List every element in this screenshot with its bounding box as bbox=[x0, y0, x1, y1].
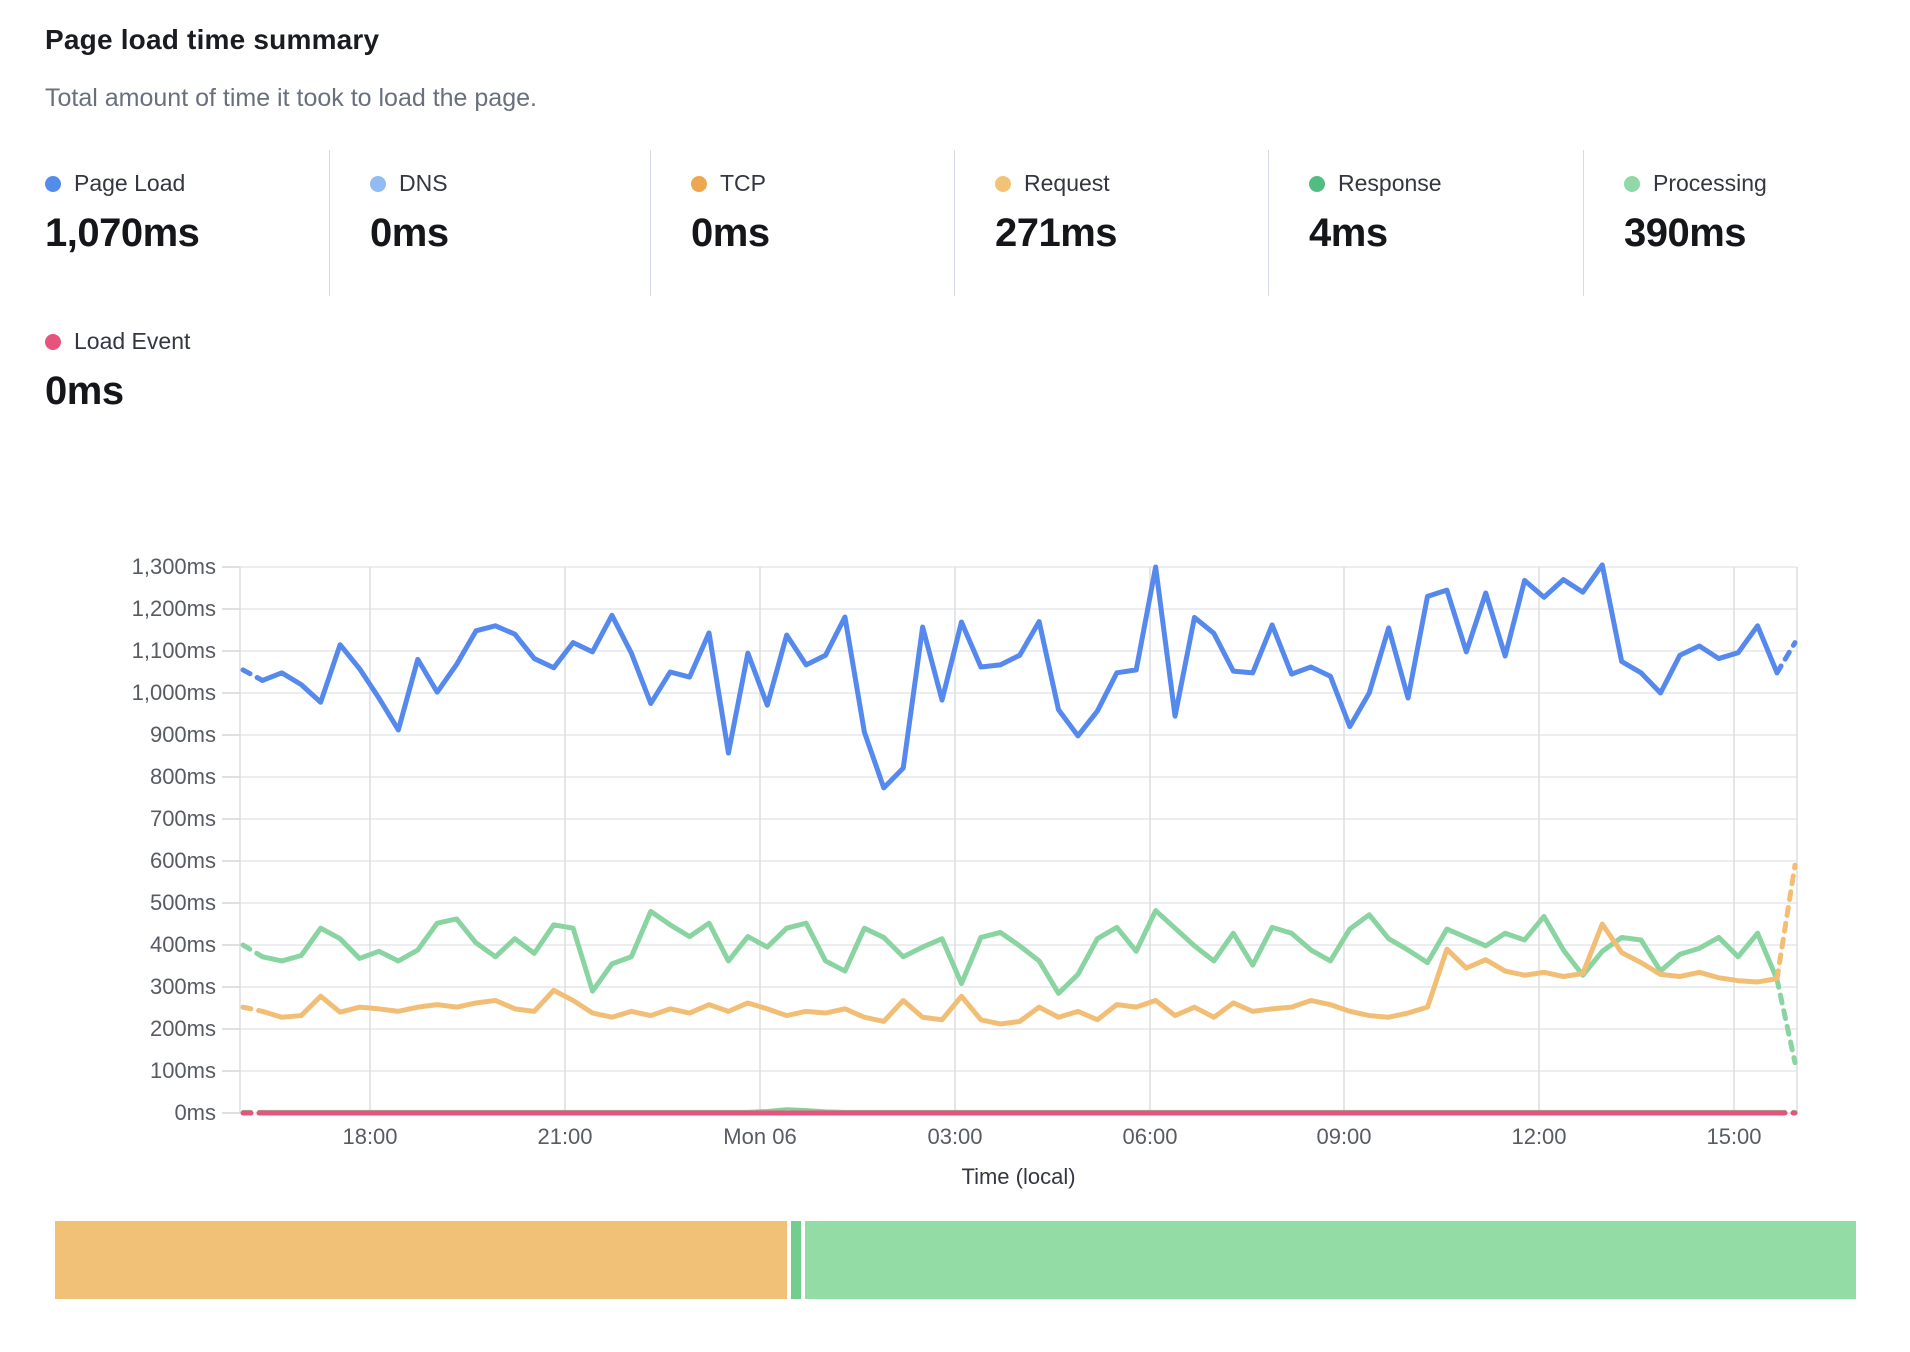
metric-value: 1,070ms bbox=[45, 211, 200, 255]
bar-segment-response-portion[interactable] bbox=[791, 1221, 801, 1299]
x-axis-title: Time (local) bbox=[961, 1164, 1075, 1189]
metric-request: Request 271ms bbox=[955, 150, 1269, 296]
svg-text:18:00: 18:00 bbox=[342, 1124, 397, 1149]
bar-segment-processing-portion[interactable] bbox=[805, 1221, 1856, 1299]
svg-text:900ms: 900ms bbox=[150, 722, 216, 747]
svg-text:300ms: 300ms bbox=[150, 974, 216, 999]
metric-dns: DNS 0ms bbox=[330, 150, 651, 296]
dns-legend-dot-icon bbox=[370, 175, 386, 192]
svg-text:0ms: 0ms bbox=[174, 1100, 216, 1125]
metric-processing: Processing 390ms bbox=[1584, 150, 1910, 296]
metric-tcp: TCP 0ms bbox=[651, 150, 955, 296]
metric-value: 271ms bbox=[995, 211, 1118, 255]
svg-text:800ms: 800ms bbox=[150, 764, 216, 789]
duration-breakdown-bar[interactable] bbox=[55, 1221, 1856, 1299]
svg-text:100ms: 100ms bbox=[150, 1058, 216, 1083]
svg-text:Mon 06: Mon 06 bbox=[723, 1124, 796, 1149]
page-load-legend-dot-icon bbox=[45, 175, 61, 192]
request-legend-dot-icon bbox=[995, 175, 1011, 192]
svg-text:15:00: 15:00 bbox=[1706, 1124, 1761, 1149]
svg-text:200ms: 200ms bbox=[150, 1016, 216, 1041]
svg-text:1,300ms: 1,300ms bbox=[132, 554, 216, 579]
metric-value: 4ms bbox=[1309, 211, 1388, 255]
svg-text:12:00: 12:00 bbox=[1511, 1124, 1566, 1149]
metric-label: Response bbox=[1338, 170, 1442, 196]
svg-text:600ms: 600ms bbox=[150, 848, 216, 873]
page-title: Page load time summary bbox=[45, 24, 380, 55]
metric-load-event: Load Event 0ms bbox=[45, 328, 190, 414]
svg-text:700ms: 700ms bbox=[150, 806, 216, 831]
metric-label: Page Load bbox=[74, 170, 186, 196]
svg-text:500ms: 500ms bbox=[150, 890, 216, 915]
svg-text:1,200ms: 1,200ms bbox=[132, 596, 216, 621]
metric-page-load: Page Load 1,070ms bbox=[0, 150, 330, 296]
svg-text:09:00: 09:00 bbox=[1316, 1124, 1371, 1149]
svg-text:1,100ms: 1,100ms bbox=[132, 638, 216, 663]
metric-label: DNS bbox=[399, 170, 448, 196]
metric-value: 0ms bbox=[691, 211, 770, 255]
metric-label: Load Event bbox=[74, 328, 191, 354]
metric-label: Processing bbox=[1653, 170, 1767, 196]
metric-value: 390ms bbox=[1624, 211, 1747, 255]
load-event-legend-dot-icon bbox=[45, 333, 61, 350]
page-subtitle: Total amount of time it took to load the… bbox=[45, 84, 537, 112]
svg-text:06:00: 06:00 bbox=[1122, 1124, 1177, 1149]
processing-legend-dot-icon bbox=[1624, 175, 1640, 192]
response-legend-dot-icon bbox=[1309, 175, 1325, 192]
metric-response: Response 4ms bbox=[1269, 150, 1584, 296]
metric-value: 0ms bbox=[45, 369, 124, 413]
tcp-legend-dot-icon bbox=[691, 175, 707, 192]
metric-label: Request bbox=[1024, 170, 1110, 196]
svg-text:03:00: 03:00 bbox=[927, 1124, 982, 1149]
svg-text:21:00: 21:00 bbox=[537, 1124, 592, 1149]
page-load-time-chart[interactable]: 0ms 100ms 200ms 300ms 400ms 500ms 600ms 700ms 80… bbox=[0, 0, 1910, 1220]
bar-segment-request-portion[interactable] bbox=[55, 1221, 787, 1299]
metric-label: TCP bbox=[720, 170, 766, 196]
svg-text:400ms: 400ms bbox=[150, 932, 216, 957]
svg-text:1,000ms: 1,000ms bbox=[132, 680, 216, 705]
metric-summary-row: Page Load 1,070ms DNS 0ms TCP 0ms Reques… bbox=[0, 150, 1910, 296]
metric-value: 0ms bbox=[370, 211, 449, 255]
